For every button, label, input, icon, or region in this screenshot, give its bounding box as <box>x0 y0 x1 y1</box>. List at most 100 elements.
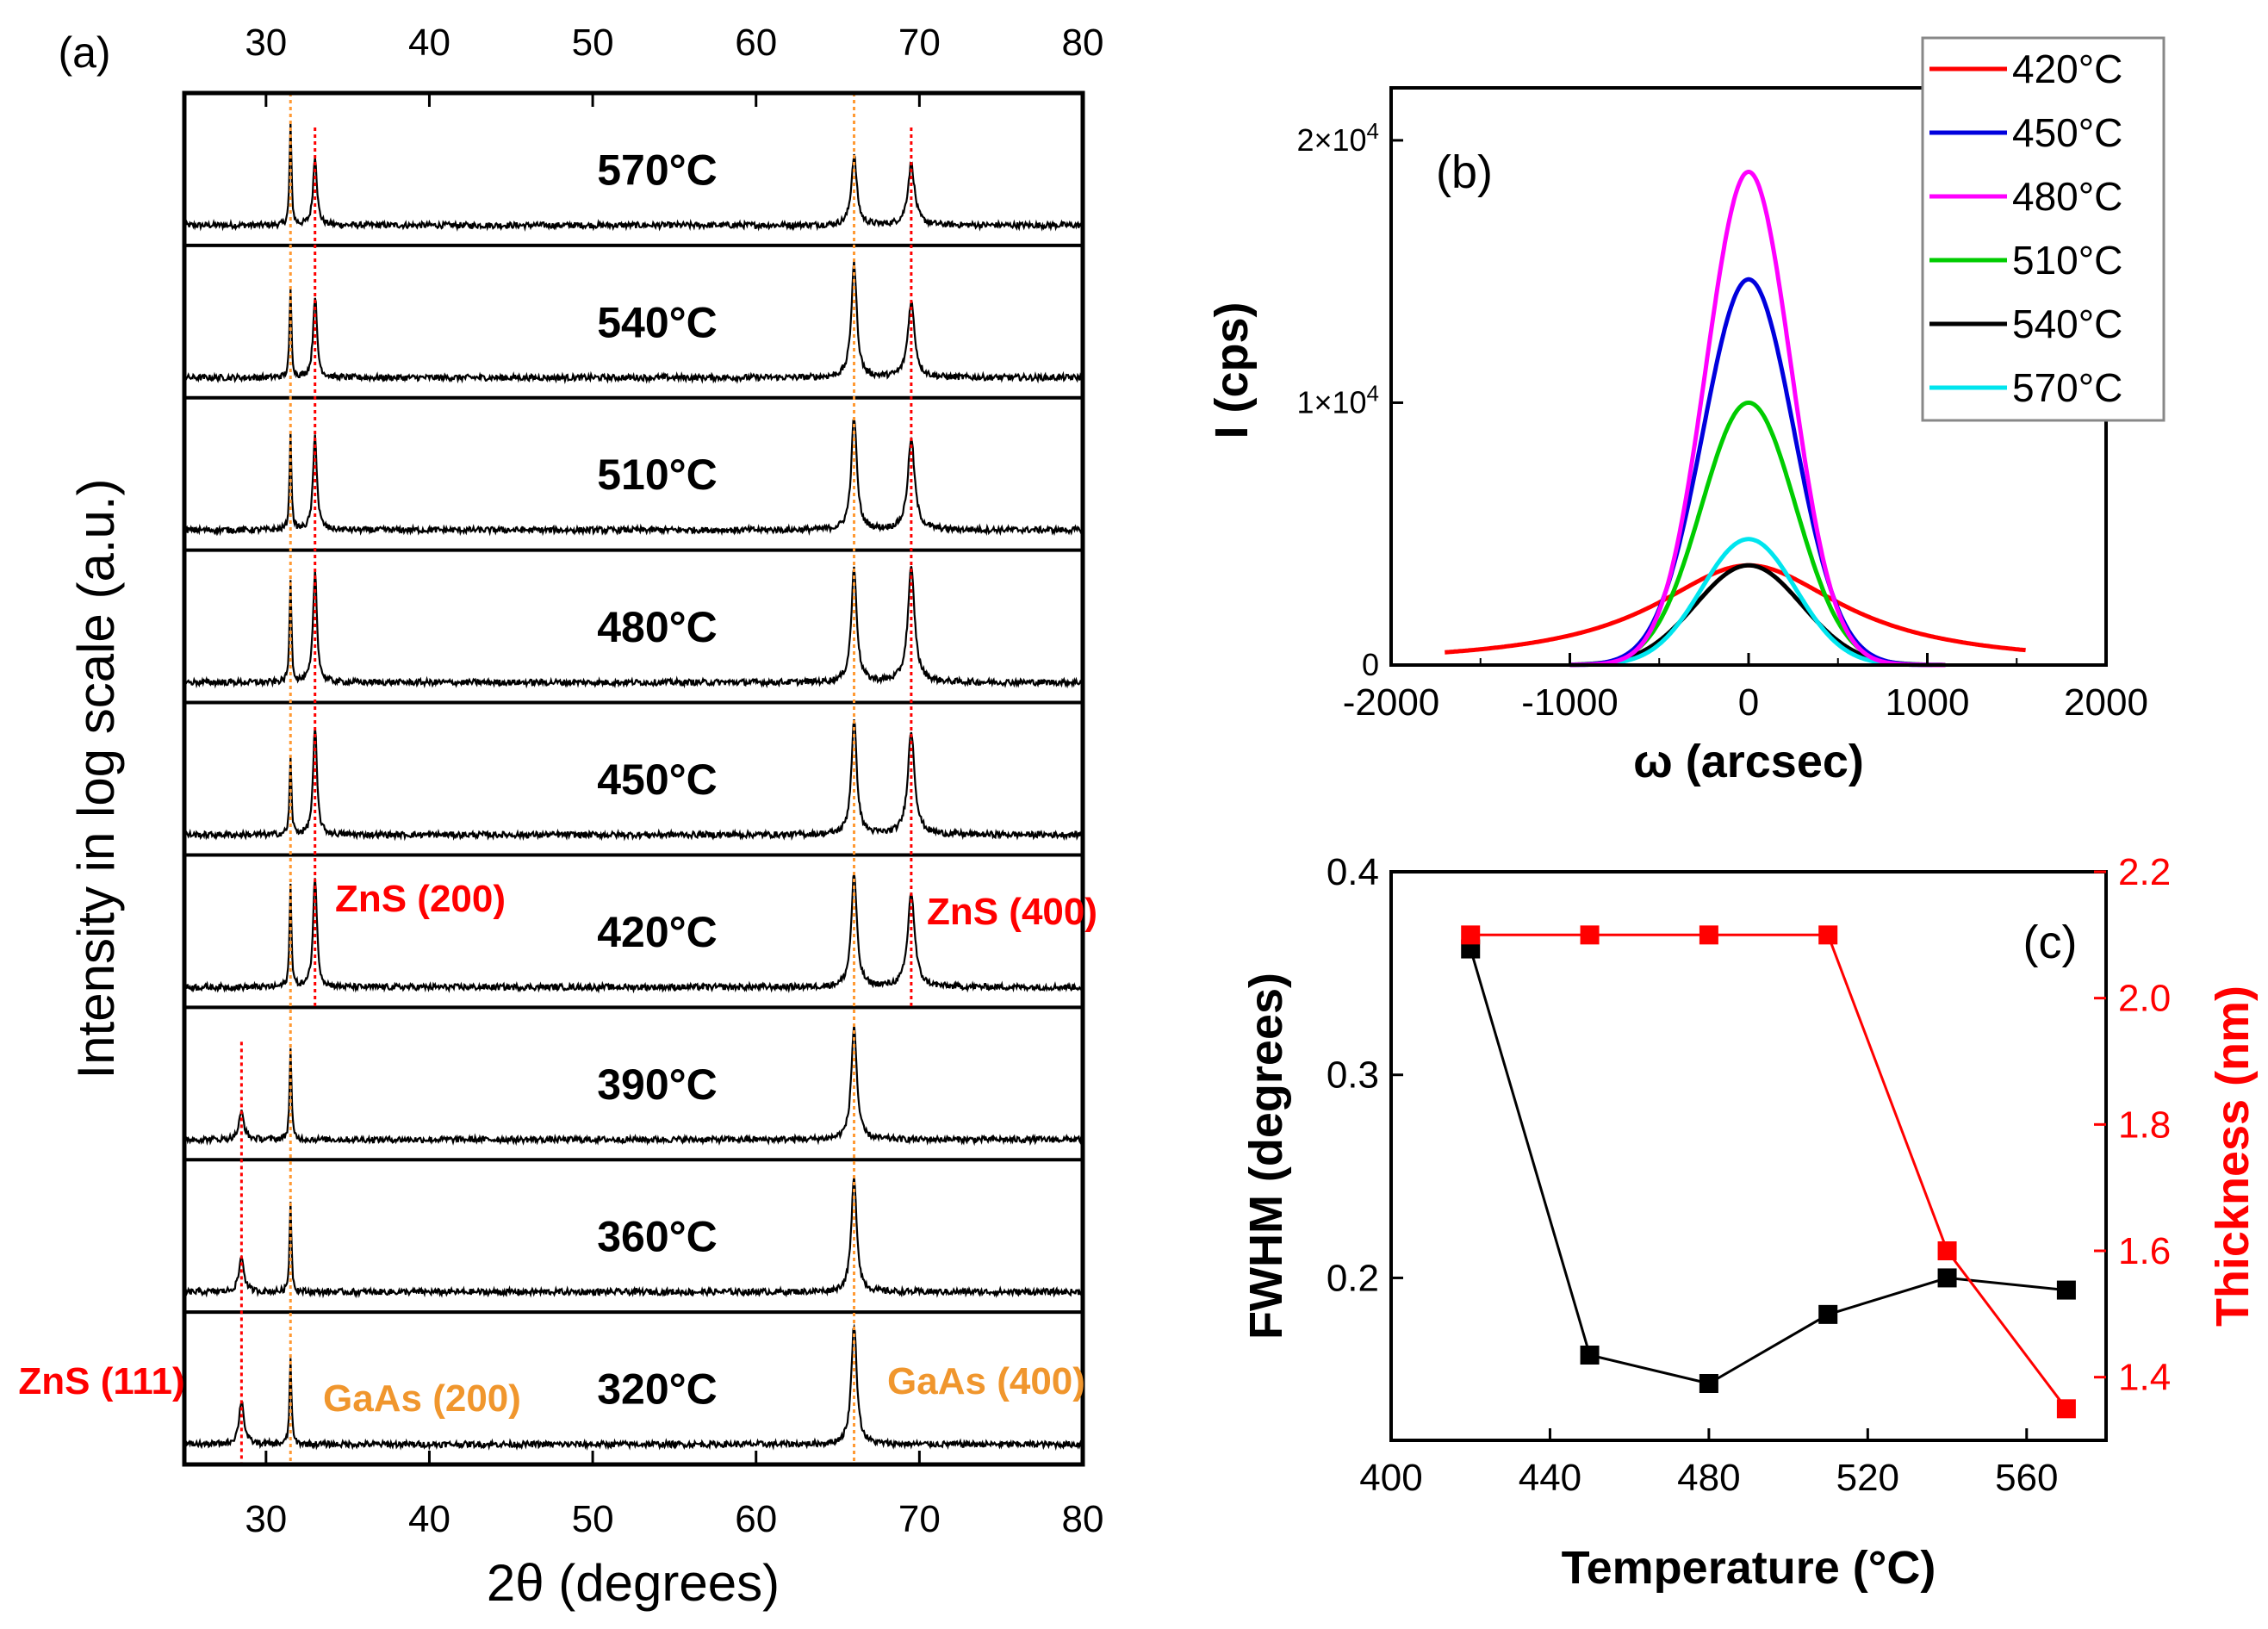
y2-tick-label: 1.6 <box>2118 1230 2171 1272</box>
temperature-label: 510°C <box>597 451 718 499</box>
xrd-trace-480°C <box>183 566 1084 689</box>
panel-c-ticks: 400 440 480 520 560 0.2 0.3 0.4 1.4 1.6 1.8 2.0 2.2 <box>1327 851 2171 1499</box>
x-tick-label-bottom: 40 <box>408 1498 450 1540</box>
panel-b-legend: 420°C 450°C 480°C 510°C 540°C 570°C <box>1921 36 2165 422</box>
xrd-trace-320°C <box>183 1323 1084 1452</box>
data-point-FWHM <box>1818 1304 1838 1324</box>
y-tick-label: 2×104 <box>1296 118 1379 158</box>
y2-tick-label: 1.8 <box>2118 1104 2171 1146</box>
y-tick-label: 0.2 <box>1327 1257 1379 1299</box>
y-tick-label: 0.3 <box>1327 1054 1379 1097</box>
temperature-label: 570°C <box>597 146 718 194</box>
panel-c-y-axis-label: FWHM (degrees) <box>1240 973 1292 1340</box>
rocking-curve-480°C <box>1569 170 1946 668</box>
xrd-trace-510°C <box>183 417 1084 537</box>
panel-c-y2-axis-label: Thickness (nm) <box>2207 985 2259 1327</box>
x-tick-label-top: 70 <box>898 22 941 64</box>
data-point-Thickness <box>1818 925 1838 945</box>
x-tick-label-top: 30 <box>245 22 287 64</box>
rocking-curve-540°C <box>1569 563 1946 668</box>
panel-a-frame <box>182 90 1085 1467</box>
legend-label: 450°C <box>2012 110 2122 155</box>
x-tick-label: 0 <box>1738 681 1759 724</box>
legend-label: 570°C <box>2012 365 2122 410</box>
data-point-Thickness <box>1699 925 1718 945</box>
data-point-Thickness <box>2056 1399 2076 1419</box>
x-tick-label: -1000 <box>1521 681 1619 724</box>
xrd-trace-420°C <box>183 873 1084 994</box>
legend-label: 480°C <box>2012 174 2122 219</box>
rocking-curve-450°C <box>1569 277 1946 668</box>
panel-a-x-axis-label: 2θ (degrees) <box>487 1554 780 1612</box>
series-line-Thickness <box>1470 933 2068 1410</box>
y-tick-base: 0 <box>1362 647 1379 682</box>
rocking-curve-420°C <box>1445 563 2026 655</box>
x-tick-label: 2000 <box>2064 681 2148 724</box>
temperature-label: 360°C <box>597 1213 718 1261</box>
x-tick-label-bottom: 60 <box>735 1498 777 1540</box>
panel-a-y-axis-label: Intensity in log scale (a.u.) <box>67 478 125 1079</box>
x-tick-label-bottom: 30 <box>245 1498 287 1540</box>
panel-c-x-axis-label: Temperature (°C) <box>1562 1542 1936 1594</box>
legend-label: 540°C <box>2012 302 2122 346</box>
panel-b-curves <box>1445 170 2026 668</box>
panel-c-label: (c) <box>2023 917 2078 968</box>
temperature-label: 320°C <box>597 1365 718 1414</box>
panel-b-y-axis-label: I (cps) <box>1206 302 1258 438</box>
panel-c-frame <box>1389 870 2108 1442</box>
x-tick-label: 520 <box>1836 1457 1899 1499</box>
data-point-Thickness <box>1937 1241 1957 1260</box>
gaas-400-label: GaAs (400) <box>887 1360 1085 1402</box>
panel-a-label: (a) <box>58 28 110 77</box>
xrd-trace-540°C <box>183 260 1084 385</box>
x-tick-label: -2000 <box>1343 681 1440 724</box>
x-tick-label-top: 40 <box>408 22 450 64</box>
panel-a-traces <box>183 122 1084 1452</box>
data-point-FWHM <box>1699 1374 1718 1393</box>
zns-111-label: ZnS (111) <box>18 1360 184 1402</box>
y-tick-base: 1×10 <box>1296 384 1366 420</box>
legend-label: 420°C <box>2012 47 2122 91</box>
xrd-trace-360°C <box>183 1176 1084 1299</box>
zns-400-label: ZnS (400) <box>927 891 1097 933</box>
legend-box <box>1921 36 2165 422</box>
zns-200-label: ZnS (200) <box>335 878 506 920</box>
x-tick-label-top: 80 <box>1062 22 1104 64</box>
panel-c-series <box>1461 925 2076 1419</box>
series-line-FWHM <box>1469 948 2067 1385</box>
panel-a-top-ticks: 30 40 50 60 70 80 <box>245 22 1103 107</box>
y-tick-label: 1×104 <box>1296 380 1379 420</box>
x-tick-label: 400 <box>1359 1457 1422 1499</box>
data-point-Thickness <box>1461 925 1481 945</box>
x-tick-label: 440 <box>1519 1457 1581 1499</box>
xrd-trace-390°C <box>183 1024 1084 1147</box>
x-tick-label-bottom: 70 <box>898 1498 941 1540</box>
rocking-curve-570°C <box>1569 537 1946 668</box>
panel-a-xrd: (a) 30 40 50 60 70 80 30 40 50 60 70 80 570°C 540°C… <box>18 22 1103 1612</box>
xrd-trace-450°C <box>183 719 1084 842</box>
x-tick-label-bottom: 50 <box>572 1498 614 1540</box>
y2-tick-label: 2.2 <box>2118 851 2171 893</box>
x-tick-label: 1000 <box>1886 681 1970 724</box>
x-tick-label-top: 50 <box>572 22 614 64</box>
panel-b-x-axis-label: ω (arcsec) <box>1633 736 1864 787</box>
temperature-label: 450°C <box>597 755 718 804</box>
x-tick-label: 480 <box>1677 1457 1740 1499</box>
panel-c-fwhm-thickness: 400 440 480 520 5600.20.30.41.41.61.82.02.2 … <box>1240 851 2259 1594</box>
y2-tick-label: 2.0 <box>2118 978 2171 1020</box>
x-tick-label-top: 60 <box>735 22 777 64</box>
temperature-label: 480°C <box>597 603 718 651</box>
y-tick-label: 0 <box>1362 647 1379 682</box>
data-point-Thickness <box>1580 925 1600 945</box>
y-tick-base: 2×10 <box>1296 122 1366 158</box>
data-point-FWHM <box>1580 1346 1600 1365</box>
panel-a-temperature-labels: 570°C 540°C 510°C 480°C 450°C 420°C 390°C 360°C… <box>597 146 718 1413</box>
y-tick-exponent: 4 <box>1367 380 1379 406</box>
y-tick-exponent: 4 <box>1367 118 1379 144</box>
panel-a-bottom-ticks: 30 40 50 60 70 80 <box>245 1451 1103 1540</box>
y-tick-label: 0.4 <box>1327 851 1379 893</box>
temperature-label: 390°C <box>597 1060 718 1109</box>
